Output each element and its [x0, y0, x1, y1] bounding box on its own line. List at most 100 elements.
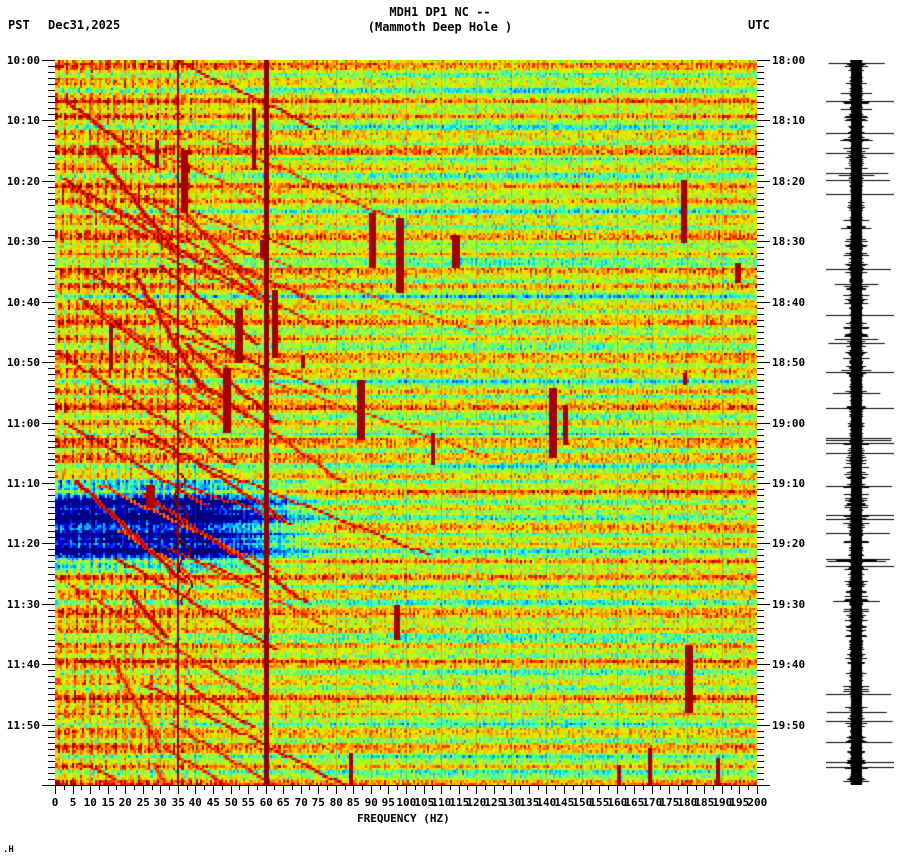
freq-tick-minor: [678, 785, 679, 790]
time-tick-minor-left: [48, 386, 55, 387]
header-timezone-utc: UTC: [748, 18, 770, 32]
freq-tick-label: 170: [642, 796, 663, 809]
freq-tick-minor: [274, 785, 275, 790]
freq-tick-major: [248, 785, 249, 794]
time-label-pst: 10:00: [6, 54, 40, 67]
time-tick-minor-left: [48, 157, 55, 158]
freq-tick-minor: [397, 785, 398, 790]
freq-tick-minor: [467, 785, 468, 790]
time-tick-minor-right: [757, 658, 764, 659]
freq-tick-major: [546, 785, 547, 794]
time-tick-minor-right: [757, 670, 764, 671]
time-tick-minor-left: [48, 435, 55, 436]
time-tick-minor-left: [48, 507, 55, 508]
time-tick-minor-right: [757, 471, 764, 472]
time-tick-minor-right: [757, 271, 764, 272]
freq-tick-minor: [485, 785, 486, 790]
freq-tick-label: 150: [572, 796, 593, 809]
time-tick-minor-right: [757, 368, 764, 369]
time-tick-minor-left: [48, 447, 55, 448]
freq-tick-major: [564, 785, 565, 794]
freq-tick-label: 60: [259, 796, 273, 809]
spectrogram-plot[interactable]: [55, 60, 757, 785]
time-tick-minor-right: [757, 622, 764, 623]
freq-tick-label: 175: [659, 796, 680, 809]
time-tick-major-left: [42, 483, 55, 484]
seismogram-trace-canvas: [826, 60, 894, 785]
time-tick-major-left: [42, 181, 55, 182]
seismogram-trace-panel[interactable]: [826, 60, 894, 785]
time-tick-minor-left: [48, 628, 55, 629]
time-tick-minor-left: [48, 332, 55, 333]
time-tick-minor-left: [48, 151, 55, 152]
time-tick-minor-left: [48, 271, 55, 272]
time-tick-minor-left: [48, 72, 55, 73]
time-tick-minor-right: [757, 640, 764, 641]
time-tick-minor-right: [757, 501, 764, 502]
time-tick-minor-left: [48, 779, 55, 780]
time-tick-major-right: [757, 664, 770, 665]
freq-tick-label: 140: [536, 796, 557, 809]
time-tick-minor-left: [48, 96, 55, 97]
time-tick-minor-left: [48, 410, 55, 411]
time-tick-minor-left: [48, 392, 55, 393]
time-tick-minor-right: [757, 682, 764, 683]
freq-tick-label: 125: [484, 796, 505, 809]
time-tick-minor-right: [757, 507, 764, 508]
time-tick-minor-left: [48, 356, 55, 357]
freq-tick-major: [90, 785, 91, 794]
freq-tick-major: [739, 785, 740, 794]
time-tick-minor-left: [48, 634, 55, 635]
freq-tick-major: [599, 785, 600, 794]
time-tick-minor-left: [48, 598, 55, 599]
time-tick-minor-left: [48, 145, 55, 146]
time-tick-minor-right: [757, 592, 764, 593]
freq-tick-minor: [450, 785, 451, 790]
time-tick-major-left: [42, 604, 55, 605]
time-tick-minor-right: [757, 616, 764, 617]
time-tick-minor-right: [757, 737, 764, 738]
freq-tick-minor: [625, 785, 626, 790]
time-tick-minor-left: [48, 555, 55, 556]
time-tick-major-right: [757, 483, 770, 484]
time-tick-minor-left: [48, 441, 55, 442]
time-tick-minor-right: [757, 410, 764, 411]
time-tick-minor-left: [48, 429, 55, 430]
time-label-utc: 19:10: [772, 477, 806, 490]
page-title: MDH1 DP1 NC --: [389, 5, 491, 19]
time-tick-minor-left: [48, 84, 55, 85]
time-tick-minor-right: [757, 586, 764, 587]
freq-tick-label: 40: [188, 796, 202, 809]
time-tick-major-left: [42, 423, 55, 424]
freq-tick-minor: [309, 785, 310, 790]
freq-tick-major: [459, 785, 460, 794]
time-tick-minor-right: [757, 513, 764, 514]
time-tick-minor-right: [757, 392, 764, 393]
freq-tick-major: [353, 785, 354, 794]
time-tick-minor-right: [757, 598, 764, 599]
freq-tick-label: 10: [83, 796, 97, 809]
frequency-axis: 0 5 10 15 20 25 30 35 40 45 50 55 60 65 70 75 80 85 90 95 10…: [0, 785, 902, 830]
freq-tick-minor: [696, 785, 697, 790]
time-tick-minor-left: [48, 205, 55, 206]
time-label-utc: 18:00: [772, 54, 806, 67]
time-tick-minor-right: [757, 531, 764, 532]
time-tick-minor-left: [48, 278, 55, 279]
time-tick-minor-left: [48, 217, 55, 218]
time-tick-minor-right: [757, 574, 764, 575]
time-tick-minor-right: [757, 634, 764, 635]
freq-tick-minor: [64, 785, 65, 790]
time-tick-minor-left: [48, 344, 55, 345]
time-tick-minor-right: [757, 308, 764, 309]
time-tick-minor-right: [757, 567, 764, 568]
freq-tick-major: [195, 785, 196, 794]
time-tick-minor-left: [48, 513, 55, 514]
time-tick-minor-right: [757, 447, 764, 448]
freq-tick-minor: [538, 785, 539, 790]
frequency-axis-label: FREQUENCY (HZ): [357, 812, 450, 825]
time-tick-minor-left: [48, 453, 55, 454]
time-tick-minor-right: [757, 108, 764, 109]
freq-tick-label: 155: [589, 796, 610, 809]
time-tick-minor-right: [757, 205, 764, 206]
time-label-pst: 11:30: [6, 598, 40, 611]
